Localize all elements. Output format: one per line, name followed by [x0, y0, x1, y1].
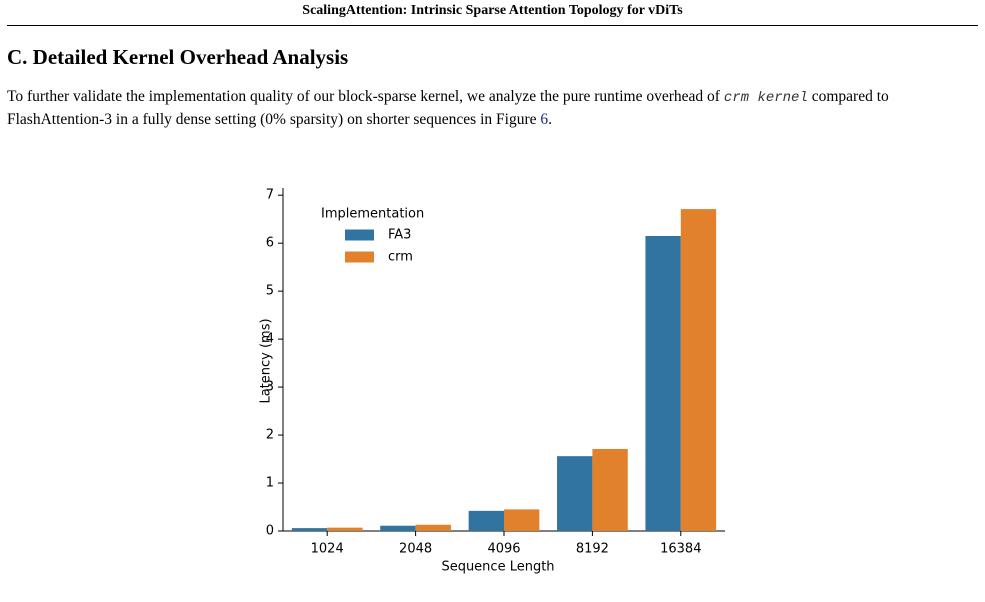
- text: .: [548, 111, 552, 128]
- y-tick-label: 4: [266, 332, 274, 347]
- legend-label: FA3: [388, 228, 411, 243]
- y-tick-label: 5: [266, 284, 274, 299]
- bar: [557, 456, 593, 531]
- bar: [380, 525, 416, 531]
- section-title: C. Detailed Kernel Overhead Analysis: [7, 45, 349, 69]
- bar: [504, 509, 540, 531]
- legend-label: crm: [388, 250, 413, 265]
- y-axis-label: Latency (ms): [259, 318, 274, 403]
- y-tick-label: 0: [266, 524, 274, 539]
- x-tick-label: 4096: [487, 542, 520, 557]
- running-header: ScalingAttention: Intrinsic Sparse Atten…: [302, 3, 683, 18]
- legend-swatch: [345, 251, 374, 263]
- text: To further validate the implementation q…: [7, 88, 724, 105]
- bar: [291, 528, 328, 531]
- y-tick-label: 6: [266, 236, 274, 251]
- bar: [415, 524, 451, 531]
- x-axis-label: Sequence Length: [441, 560, 554, 575]
- x-tick-label: 1024: [311, 542, 344, 557]
- y-tick-label: 2: [266, 428, 274, 443]
- legend-title: Implementation: [321, 207, 424, 222]
- y-tick-label: 7: [266, 188, 274, 203]
- bar: [592, 448, 628, 531]
- x-tick-label: 16384: [660, 542, 701, 557]
- x-tick-label: 8192: [576, 542, 609, 557]
- text: compared to FlashAttention-3 in a fully …: [7, 88, 889, 128]
- bar: [468, 510, 504, 531]
- code: crm kernel: [723, 90, 808, 106]
- y-tick-label: 3: [266, 380, 274, 395]
- header-rule: [7, 25, 978, 26]
- legend-swatch: [345, 229, 374, 241]
- y-tick-label: 1: [266, 476, 274, 491]
- figure-link[interactable]: 6: [540, 111, 549, 128]
- x-tick-label: 2048: [399, 542, 432, 557]
- bar: [680, 209, 717, 531]
- paragraph: To further validate the implementation q…: [7, 86, 982, 130]
- bar: [327, 527, 363, 531]
- bar: [645, 235, 681, 531]
